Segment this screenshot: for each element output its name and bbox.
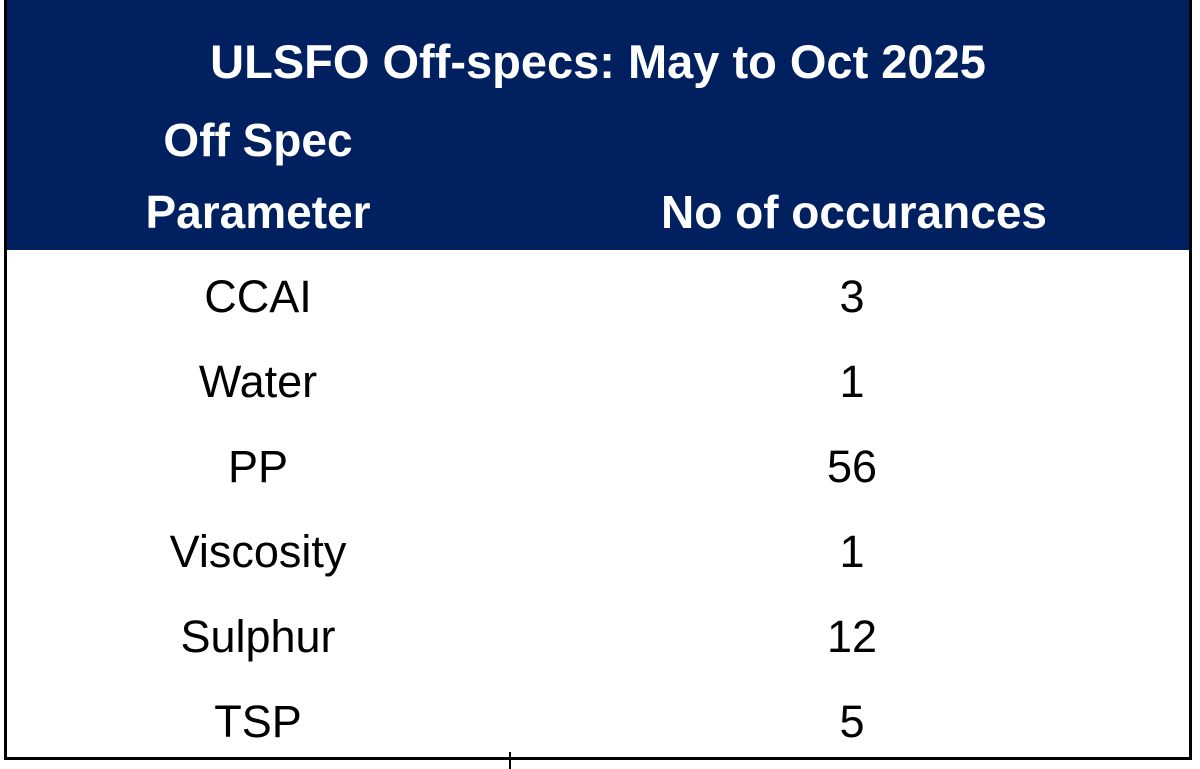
count-cell: 3 — [839, 271, 865, 322]
count-cell: 5 — [839, 696, 865, 747]
count-cell: 1 — [839, 526, 865, 577]
count-cell: 56 — [826, 441, 878, 492]
parameter-cell: Viscosity — [169, 526, 347, 577]
column-divider — [509, 752, 511, 769]
parameter-cell: Sulphur — [180, 611, 336, 662]
parameter-cell: CCAI — [204, 271, 312, 322]
parameter-cell: PP — [227, 441, 289, 492]
count-cell: 1 — [839, 356, 865, 407]
parameter-cell: Water — [198, 356, 318, 407]
count-cell: 12 — [826, 611, 878, 662]
table-header: ULSFO Off-specs: May to Oct 2025 Off Spe… — [4, 0, 1192, 250]
column-header: Off Spec Parameter — [145, 114, 371, 238]
table-border — [4, 0, 1192, 760]
parameter-cell: TSP — [214, 696, 302, 747]
table-title: ULSFO Off-specs: May to Oct 2025 — [210, 35, 986, 88]
column-header: No of occurances — [661, 186, 1047, 238]
